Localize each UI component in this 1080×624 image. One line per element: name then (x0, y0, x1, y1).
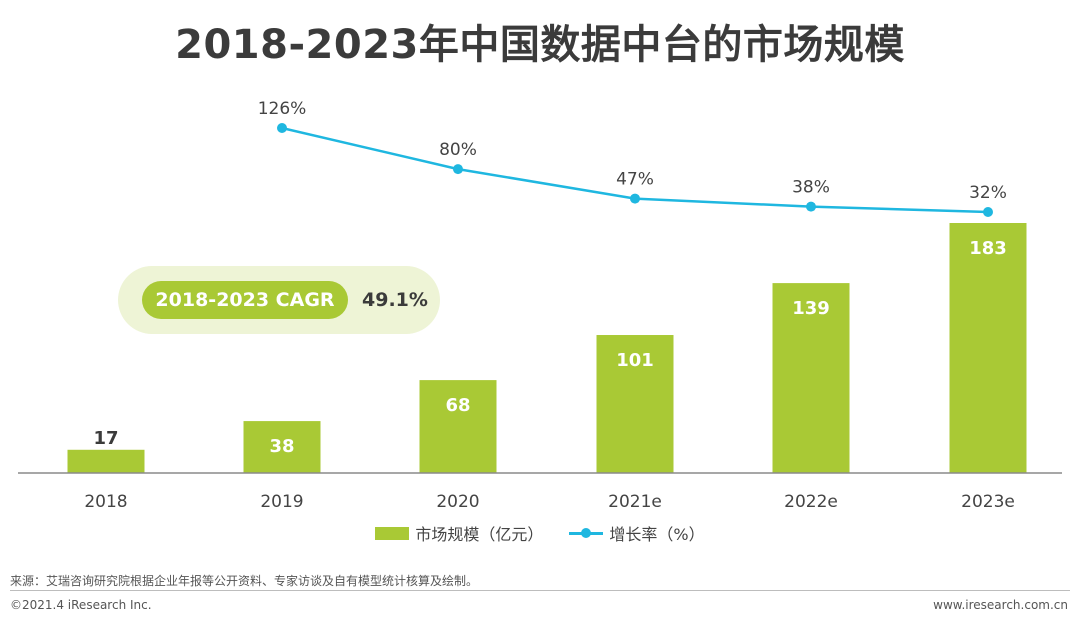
legend-label-growth-rate: 增长率（%） (609, 525, 705, 544)
growth-value-label: 126% (258, 99, 307, 119)
bar-2019 (243, 421, 321, 473)
legend-line-swatch (569, 527, 604, 540)
x-tick-label: 2022e (784, 492, 838, 512)
bar-2018 (67, 449, 145, 473)
legend: 市场规模（亿元） 增长率（%） (0, 520, 1080, 546)
x-tick-label: 2023e (961, 492, 1015, 512)
bar-2023e (949, 223, 1027, 473)
bar-value-label: 17 (93, 428, 118, 449)
growth-point-2023e (983, 207, 993, 217)
growth-value-label: 38% (792, 178, 830, 198)
legend-label-market-size: 市场规模（亿元） (415, 525, 544, 544)
legend-item-growth-rate: 增长率（%） (569, 521, 705, 545)
bar-2022e (772, 283, 850, 473)
growth-value-label: 32% (969, 183, 1007, 203)
cagr-label: 2018-2023 CAGR (142, 281, 348, 319)
growth-point-2020 (453, 164, 463, 175)
growth-point-2022e (806, 201, 816, 212)
source-note: 来源：艾瑞咨询研究院根据企业年报等公开资料、专家访谈及自有模型统计核算及绘制。 (10, 574, 479, 588)
growth-value-label: 80% (439, 140, 477, 160)
bar-2021e (596, 335, 674, 473)
chart-title: 2018-2023年中国数据中台的市场规模 (175, 22, 905, 68)
x-tick-label: 2021e (608, 492, 662, 512)
x-tick-label: 2018 (84, 492, 127, 512)
footer-divider (10, 590, 1070, 591)
legend-bar-swatch (375, 526, 410, 540)
bar-value-label: 139 (792, 298, 830, 319)
growth-point-2021e (630, 193, 640, 204)
bar-value-label: 183 (969, 238, 1007, 259)
x-tick-label: 2019 (260, 492, 303, 512)
bar-value-label: 101 (616, 350, 654, 371)
bar-2020 (419, 380, 497, 473)
website-link[interactable]: www.iresearch.com.cn (933, 598, 1068, 612)
cagr-value: 49.1% (362, 289, 428, 311)
bar-value-label: 38 (269, 436, 294, 457)
legend-item-market-size: 市场规模（亿元） (375, 521, 543, 545)
x-tick-label: 2020 (436, 492, 479, 512)
cagr-callout: 2018-2023 CAGR 49.1% (118, 266, 440, 334)
growth-point-2019 (277, 123, 287, 133)
bar-value-label: 68 (445, 395, 470, 416)
copyright: ©2021.4 iResearch Inc. (10, 598, 152, 612)
growth-value-label: 47% (616, 170, 654, 190)
